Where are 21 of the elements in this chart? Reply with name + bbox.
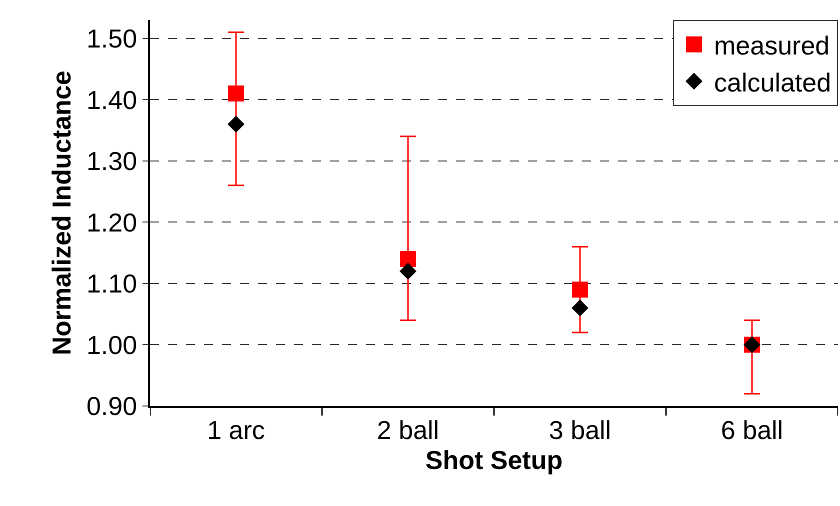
x-tick-label: 2 ball [376,414,440,445]
point [572,300,588,316]
y-axis-title: Normalized Inductance [46,70,76,356]
y-tick-label: 0.90 [86,391,138,422]
legend-label: measured [714,30,830,61]
legend-label: calculated [714,67,832,98]
y-tick-label: 1.50 [86,23,138,54]
point [228,86,244,102]
x-tick-label: 3 ball [548,414,612,445]
point [572,282,588,298]
x-axis-title: Shot Setup [425,444,563,475]
y-tick-label: 1.40 [86,84,138,115]
y-tick-label: 1.00 [86,330,138,360]
x-tick-label: 6 ball [720,414,784,445]
point [400,250,416,267]
y-tick-label: 1.30 [86,146,138,176]
y-tick-label: 1.10 [86,268,138,299]
y-tick-label: 1.20 [86,207,138,238]
point [228,116,244,133]
x-tick-label: 1 arc [207,414,265,445]
point [400,262,416,280]
